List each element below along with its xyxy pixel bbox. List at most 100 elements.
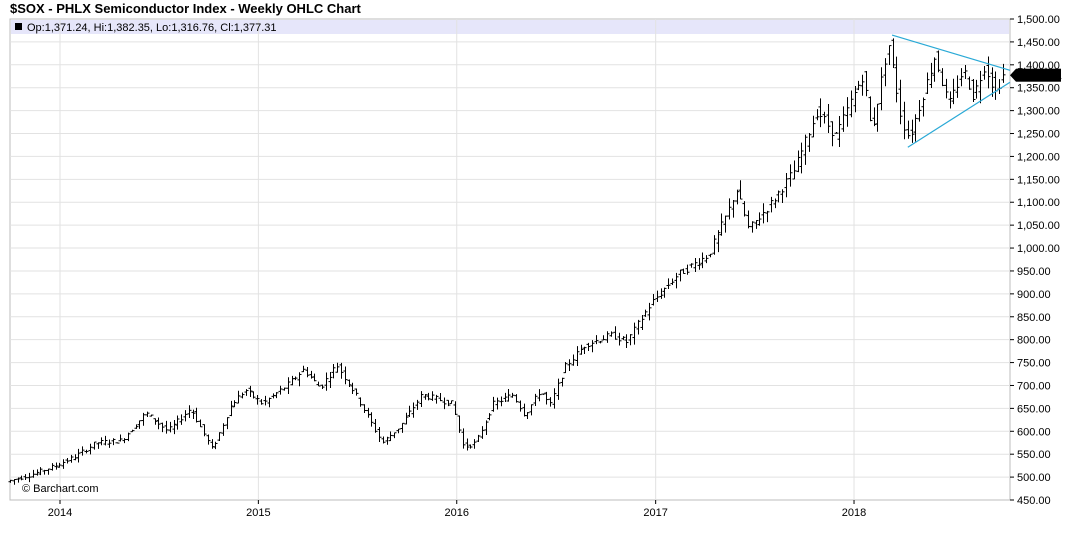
- ohlc-bar: [423, 394, 428, 400]
- ohlc-bar: [8, 479, 13, 483]
- ohlc-bar: [544, 391, 549, 405]
- ohlc-bar: [856, 80, 861, 91]
- ohlc-readout: Op:1,371.24, Hi:1,382.35, Lo:1,316.76, C…: [27, 22, 277, 34]
- ohlc-bar: [244, 389, 249, 396]
- ohlc-bar: [305, 366, 310, 378]
- ohlc-bar: [88, 443, 93, 455]
- ohlc-bar: [426, 392, 431, 401]
- ohlc-bar: [841, 106, 846, 132]
- ohlc-bar: [864, 70, 869, 97]
- ohlc-bar: [910, 119, 915, 143]
- ohlc-bar: [153, 418, 158, 425]
- ohlc-bar: [978, 70, 983, 104]
- ohlc-bar: [446, 399, 451, 407]
- ohlc-bar: [198, 419, 203, 428]
- ohlc-bar: [990, 67, 995, 97]
- ohlc-bar: [750, 221, 755, 233]
- y-tick-label: 750.00: [1017, 358, 1051, 370]
- y-tick-label: 1,250.00: [1017, 129, 1060, 141]
- ohlc-bar: [822, 111, 827, 124]
- ohlc-bar: [613, 326, 618, 340]
- ohlc-bar: [757, 212, 762, 226]
- ohlc-bar: [46, 468, 51, 475]
- chart-title: $SOX - PHLX Semiconductor Index - Weekly…: [10, 1, 361, 16]
- ohlc-bar: [476, 434, 481, 443]
- ohlc-bar: [354, 388, 359, 396]
- ohlc-bar: [118, 434, 123, 442]
- ohlc-bar: [769, 196, 774, 213]
- ohlc-bar: [328, 371, 333, 389]
- ohlc-bar: [845, 97, 850, 127]
- ohlc-bar: [369, 412, 374, 427]
- watermark-text: © Barchart.com: [22, 483, 99, 495]
- ohlc-bar: [940, 68, 945, 87]
- ohlc-bar: [248, 385, 253, 397]
- y-tick-label: 650.00: [1017, 403, 1051, 415]
- last-price-marker: 1,377.31: [1010, 68, 1062, 82]
- ohlc-bar: [659, 288, 664, 299]
- y-tick-label: 950.00: [1017, 266, 1051, 278]
- ohlc-bar: [65, 457, 70, 464]
- ohlc-bar: [784, 173, 789, 198]
- ohlc-bar: [761, 203, 766, 224]
- ohlc-bar: [225, 417, 230, 430]
- ohlc-bar: [206, 434, 211, 445]
- ohlc-bar: [232, 400, 237, 408]
- ohlc-bar: [609, 331, 614, 337]
- ohlc-bar: [35, 469, 40, 476]
- ohlc-bar: [773, 198, 778, 209]
- grid: [10, 19, 1010, 500]
- ohlc-bar: [80, 446, 85, 456]
- ohlc-bar: [872, 107, 877, 127]
- ohlc-bar: [514, 394, 519, 403]
- y-tick-label: 1,300.00: [1017, 106, 1060, 118]
- x-tick-label: 2016: [444, 507, 468, 519]
- ohlc-bar: [815, 109, 820, 121]
- ohlc-bar: [107, 439, 112, 448]
- ohlc-bar: [164, 420, 169, 434]
- ohlc-bar: [670, 278, 675, 286]
- ohlc-bar: [400, 422, 405, 433]
- ohlc-bar: [76, 448, 81, 463]
- ohlc-bar: [655, 290, 660, 302]
- ohlc-bar: [647, 302, 652, 321]
- ohlc-bar: [301, 365, 306, 373]
- ohlc-bar: [175, 415, 180, 430]
- ohlc-bar: [130, 429, 135, 433]
- ohlc-bar: [23, 474, 28, 480]
- ohlc-bar: [776, 190, 781, 203]
- ohlc-bar: [936, 50, 941, 73]
- ohlc-bar: [202, 424, 207, 437]
- ohlc-bar: [860, 74, 865, 96]
- ohlc-bar: [560, 377, 565, 387]
- ohlc-bar: [396, 428, 401, 434]
- x-tick-label: 2015: [246, 507, 270, 519]
- ohlc-bar: [324, 372, 329, 391]
- y-tick-label: 800.00: [1017, 335, 1051, 347]
- barchart-watermark: © Barchart.com: [22, 483, 99, 495]
- ohlc-bar: [92, 441, 97, 450]
- ohlc-bar: [339, 362, 344, 379]
- ohlc-bar: [229, 400, 234, 417]
- ohlc-bar: [765, 210, 770, 223]
- ohlc-bar: [837, 116, 842, 148]
- ohlc-bar: [731, 199, 736, 218]
- y-axis: 450.00 500.00 550.00 600.00 650.00 700.00 750.…: [1010, 14, 1060, 507]
- ohlc-bar: [103, 435, 108, 446]
- ohlc-bar: [582, 346, 587, 354]
- ohlc-bar: [959, 68, 964, 87]
- ohlc-bar: [853, 86, 858, 113]
- ohlc-bar: [586, 342, 591, 351]
- ohlc-bar: [887, 45, 892, 65]
- ohlc-bar: [598, 341, 603, 344]
- ohlc-legend-icon: [15, 23, 22, 30]
- ohlc-bar: [700, 252, 705, 269]
- ohlc-bar: [491, 396, 496, 412]
- ohlc-bar: [50, 463, 55, 471]
- ohlc-bar: [331, 364, 336, 379]
- ohlc-bar: [594, 335, 599, 345]
- ohlc-bar: [183, 410, 188, 422]
- ohlc-bar: [632, 322, 637, 345]
- ohlc-bar: [1001, 63, 1006, 83]
